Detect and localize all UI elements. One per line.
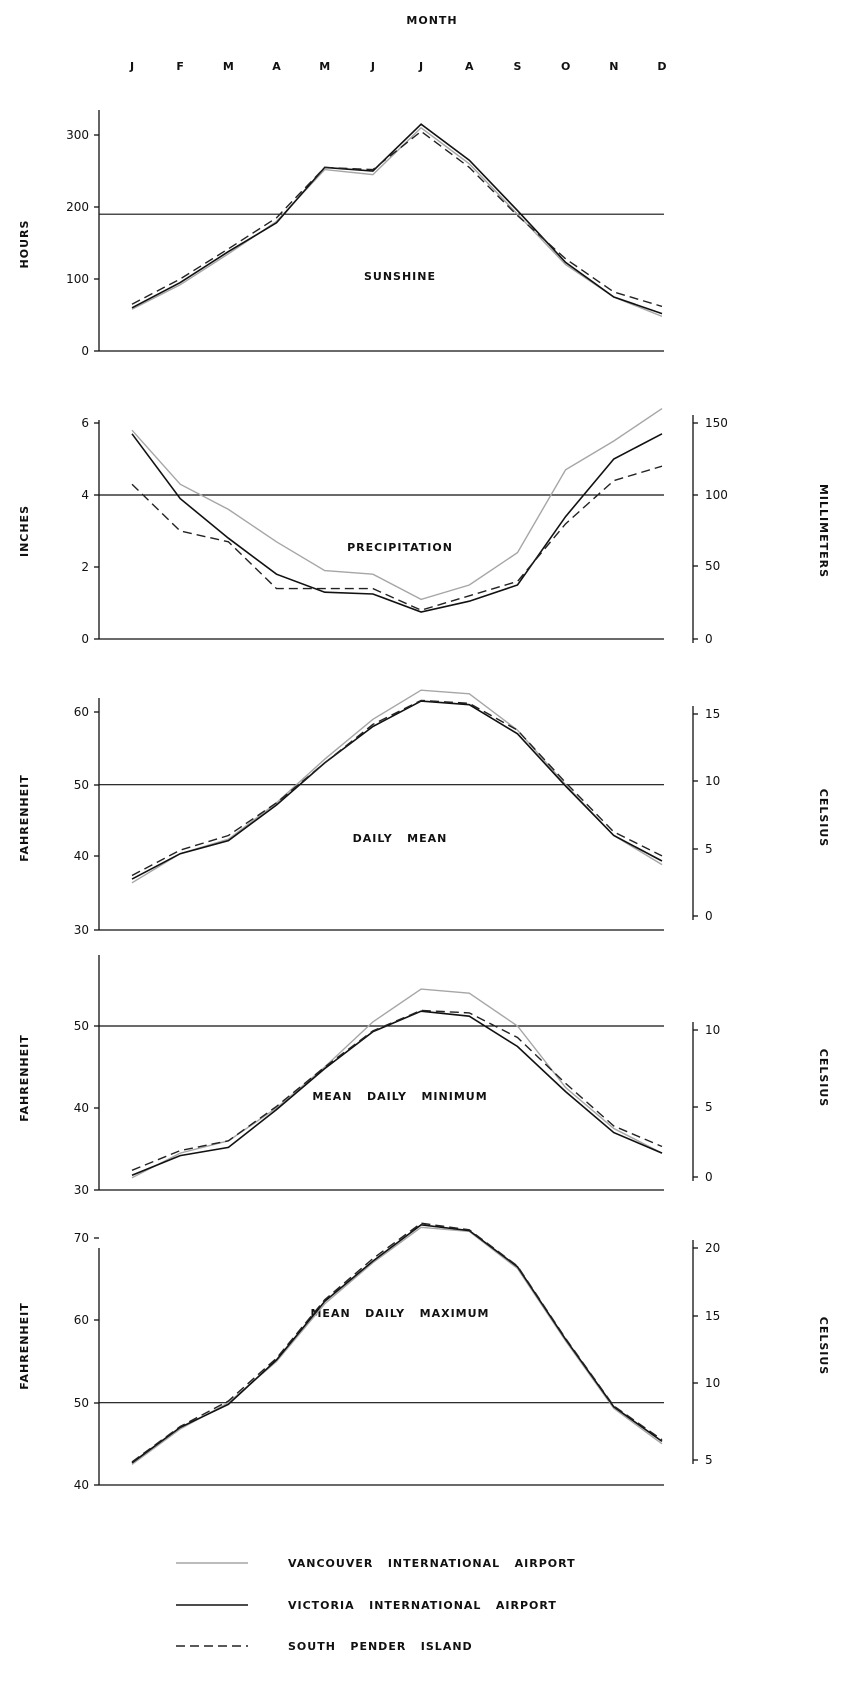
y-axis-label: INCHES <box>18 505 31 557</box>
series-line-van <box>131 408 663 601</box>
right-tick-label: 50 <box>705 559 720 573</box>
right-tick-label: 0 <box>705 909 713 923</box>
y-axis-label: FAHRENHEIT <box>18 1034 31 1121</box>
month-label: M <box>223 60 234 73</box>
right-tick-label: 150 <box>705 416 728 430</box>
right-axis-label: CELSIUS <box>817 1049 830 1107</box>
series-line-van <box>131 126 663 318</box>
right-tick-label: 100 <box>705 488 728 502</box>
series-line-pen <box>131 1222 663 1463</box>
series-line-vic <box>131 1010 663 1176</box>
y-axis-label: FAHRENHEIT <box>18 1302 31 1389</box>
right-tick-label: 5 <box>705 842 713 856</box>
series-line-vic <box>131 1223 663 1464</box>
series-line-pen <box>131 465 663 611</box>
month-label: F <box>176 60 184 73</box>
legend-label-van: VANCOUVER INTERNATIONAL AIRPORT <box>288 1557 576 1570</box>
legend-label-vic: VICTORIA INTERNATIONAL AIRPORT <box>288 1599 557 1612</box>
left-tick-label: 40 <box>74 849 89 863</box>
right-tick-label: 15 <box>705 707 720 721</box>
panel-4: 30 40 50 0 5 10 FAHRENHEIT CELSIUS MEAN DAILY MI… <box>18 955 830 1197</box>
left-tick-label: 50 <box>74 778 89 792</box>
month-label: A <box>465 60 474 73</box>
series-line-vic <box>131 700 663 880</box>
right-tick-label: 10 <box>705 774 720 788</box>
panel-5: 40 50 60 70 5 10 15 20 FAHRENHEIT CELSIUS MEAN DAI… <box>18 1222 830 1492</box>
series-line-pen <box>131 699 663 877</box>
right-tick-label: 20 <box>705 1241 720 1255</box>
right-tick-label: 10 <box>705 1023 720 1037</box>
left-tick-label: 4 <box>81 488 89 502</box>
panel-title: MEAN DAILY MAXIMUM <box>310 1307 489 1320</box>
left-tick-label: 50 <box>74 1396 89 1410</box>
left-tick-label: 0 <box>81 344 89 358</box>
left-tick-label: 60 <box>74 1313 89 1327</box>
right-tick-label: 5 <box>705 1453 713 1467</box>
left-tick-label: 70 <box>74 1231 89 1245</box>
month-label: A <box>272 60 281 73</box>
left-tick-label: 30 <box>74 923 89 937</box>
left-tick-label: 50 <box>74 1019 89 1033</box>
month-axis-title: MONTH <box>406 14 457 27</box>
month-label: O <box>561 60 570 73</box>
right-axis-label: MILLIMETERS <box>817 484 830 578</box>
panel-3: 30 40 50 60 0 5 10 15 FAHRENHEIT CELSIUS DAILY MEA… <box>18 689 830 937</box>
chart-panels: 0100200300HOURSSUNSHINE0246050100150INCH… <box>18 110 830 1492</box>
left-tick-label: 300 <box>66 128 89 142</box>
left-tick-label: 40 <box>74 1478 89 1492</box>
series-line-van <box>131 988 663 1179</box>
left-tick-label: 100 <box>66 272 89 286</box>
right-tick-label: 0 <box>705 632 713 646</box>
y-axis-label: FAHRENHEIT <box>18 774 31 861</box>
month-label: D <box>657 60 666 73</box>
panel-title: PRECIPITATION <box>347 541 453 554</box>
left-tick-label: 200 <box>66 200 89 214</box>
series-line-van <box>131 689 663 884</box>
series-line-van <box>131 1226 663 1465</box>
series-line-vic <box>131 433 663 613</box>
panel-title: MEAN DAILY MINIMUM <box>312 1090 487 1103</box>
legend: VANCOUVER INTERNATIONAL AIRPORT VICTORIA … <box>176 1557 576 1653</box>
month-label: S <box>513 60 521 73</box>
series-line-vic <box>131 123 663 315</box>
right-tick-label: 15 <box>705 1309 720 1323</box>
right-tick-label: 10 <box>705 1376 720 1390</box>
y-axis-label: HOURS <box>18 220 31 269</box>
right-tick-label: 0 <box>705 1170 713 1184</box>
right-axis-label: CELSIUS <box>817 789 830 847</box>
month-label: M <box>319 60 330 73</box>
right-axis-label: CELSIUS <box>817 1317 830 1375</box>
left-tick-label: 60 <box>74 705 89 719</box>
series-line-pen <box>131 130 663 308</box>
panel-1: 0 100 200 300 HOURS SUNSHINE <box>18 110 664 358</box>
month-label: J <box>129 60 134 73</box>
left-tick-label: 0 <box>81 632 89 646</box>
legend-label-pen: SOUTH PENDER ISLAND <box>288 1640 473 1653</box>
panel-title: DAILY MEAN <box>353 832 448 845</box>
month-label: N <box>609 60 618 73</box>
month-label: J <box>418 60 423 73</box>
series-line-pen <box>131 1009 663 1171</box>
panel-2: 0 2 4 6 0 50 100 150 INCHES MILLIMETERS PRECIPITAT… <box>18 408 830 646</box>
left-tick-label: 2 <box>81 560 89 574</box>
right-tick-label: 5 <box>705 1100 713 1114</box>
month-label: J <box>370 60 375 73</box>
left-tick-label: 6 <box>81 416 89 430</box>
left-tick-label: 30 <box>74 1183 89 1197</box>
left-tick-label: 40 <box>74 1101 89 1115</box>
panel-title: SUNSHINE <box>364 270 436 283</box>
